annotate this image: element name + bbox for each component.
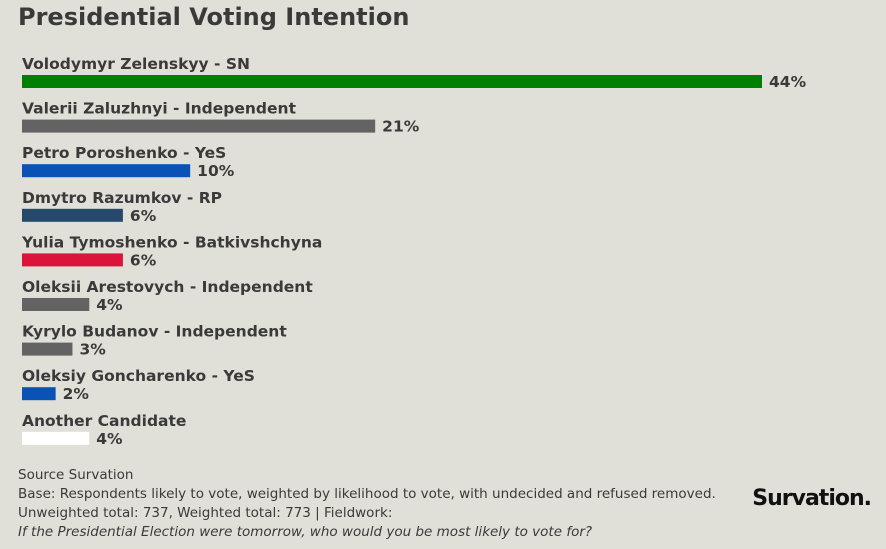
value-label: 3% [79, 341, 106, 359]
category-label: Yulia Tymoshenko - Batkivshchyna [21, 233, 322, 251]
bar [22, 387, 56, 401]
bar [22, 342, 73, 356]
survation-logo: Survation. [752, 486, 872, 511]
value-label: 2% [63, 385, 90, 403]
question-note: If the Presidential Election were tomorr… [18, 524, 593, 540]
source-note: Source Survation [18, 467, 134, 483]
value-label: 4% [96, 296, 123, 314]
base-note: Base: Respondents likely to vote, weight… [18, 486, 716, 502]
value-label: 6% [130, 207, 157, 225]
value-label: 10% [197, 162, 235, 180]
category-label: Oleksii Arestovych - Independent [22, 278, 313, 296]
bar [22, 119, 376, 133]
bar [22, 164, 191, 178]
chart-title: Presidential Voting Intention [18, 3, 410, 31]
bar [22, 75, 762, 88]
value-label: 21% [382, 118, 420, 136]
category-label: Dmytro Razumkov - RP [22, 189, 222, 207]
category-label: Oleksiy Goncharenko - YeS [22, 367, 255, 385]
totals-note: Unweighted total: 737, Weighted total: 7… [18, 505, 393, 521]
bar [22, 298, 90, 311]
category-label: Petro Poroshenko - YeS [22, 144, 226, 162]
category-label: Kyrylo Budanov - Independent [22, 323, 287, 341]
bar [22, 253, 123, 267]
bar-chart: Volodymyr Zelenskyy - SN 44% Valerii Zaluz… [21, 55, 807, 448]
category-label: Volodymyr Zelenskyy - SN [22, 55, 250, 73]
category-label: Valerii Zaluzhnyi - Independent [22, 100, 297, 118]
value-label: 44% [769, 73, 807, 91]
bar [22, 431, 90, 445]
chart-footer: Source Survation Base: Respondents likel… [18, 466, 738, 542]
value-label: 4% [96, 430, 123, 448]
value-label: 6% [130, 251, 157, 269]
bar [22, 208, 123, 222]
category-label: Another Candidate [22, 412, 186, 430]
chart-svg: Volodymyr Zelenskyy - SN 44% Valerii Zaluz… [21, 55, 807, 448]
